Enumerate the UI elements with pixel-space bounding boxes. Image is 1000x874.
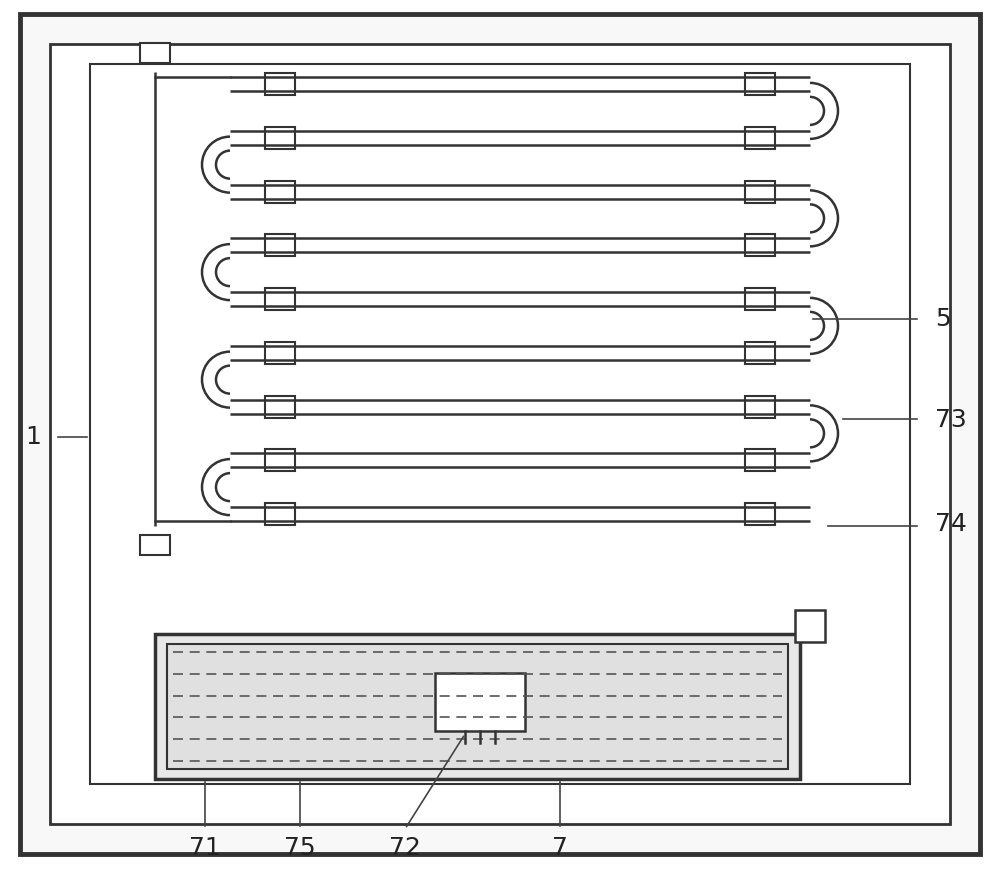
Bar bbox=[795, 610, 825, 642]
Bar bbox=[265, 449, 295, 471]
Bar bbox=[265, 234, 295, 256]
Bar bbox=[265, 127, 295, 149]
Bar bbox=[140, 535, 170, 555]
Text: 74: 74 bbox=[935, 512, 967, 537]
Bar bbox=[140, 43, 170, 63]
Bar bbox=[50, 44, 950, 824]
Polygon shape bbox=[202, 351, 230, 407]
Polygon shape bbox=[202, 244, 230, 300]
Bar bbox=[167, 644, 788, 769]
Text: 71: 71 bbox=[189, 836, 221, 860]
Text: 75: 75 bbox=[284, 836, 316, 860]
Polygon shape bbox=[202, 459, 230, 515]
Bar bbox=[745, 503, 775, 525]
Bar bbox=[745, 73, 775, 95]
Bar bbox=[745, 181, 775, 203]
Polygon shape bbox=[202, 136, 230, 192]
Bar bbox=[265, 342, 295, 364]
Text: 5: 5 bbox=[935, 307, 951, 331]
Bar bbox=[745, 127, 775, 149]
Bar bbox=[90, 64, 910, 784]
Text: 73: 73 bbox=[935, 407, 967, 432]
Bar bbox=[745, 288, 775, 310]
Polygon shape bbox=[810, 191, 838, 246]
Text: 72: 72 bbox=[389, 836, 421, 860]
Bar bbox=[745, 342, 775, 364]
Polygon shape bbox=[810, 298, 838, 354]
Bar bbox=[265, 503, 295, 525]
Bar bbox=[435, 672, 525, 731]
Text: 7: 7 bbox=[552, 836, 568, 860]
Bar bbox=[745, 234, 775, 256]
Bar bbox=[745, 396, 775, 418]
Bar bbox=[265, 181, 295, 203]
Polygon shape bbox=[810, 83, 838, 139]
Bar bbox=[265, 396, 295, 418]
Bar bbox=[745, 449, 775, 471]
Bar bbox=[265, 73, 295, 95]
Text: 1: 1 bbox=[25, 425, 41, 449]
Bar bbox=[265, 288, 295, 310]
Bar bbox=[155, 634, 800, 779]
Polygon shape bbox=[810, 406, 838, 461]
